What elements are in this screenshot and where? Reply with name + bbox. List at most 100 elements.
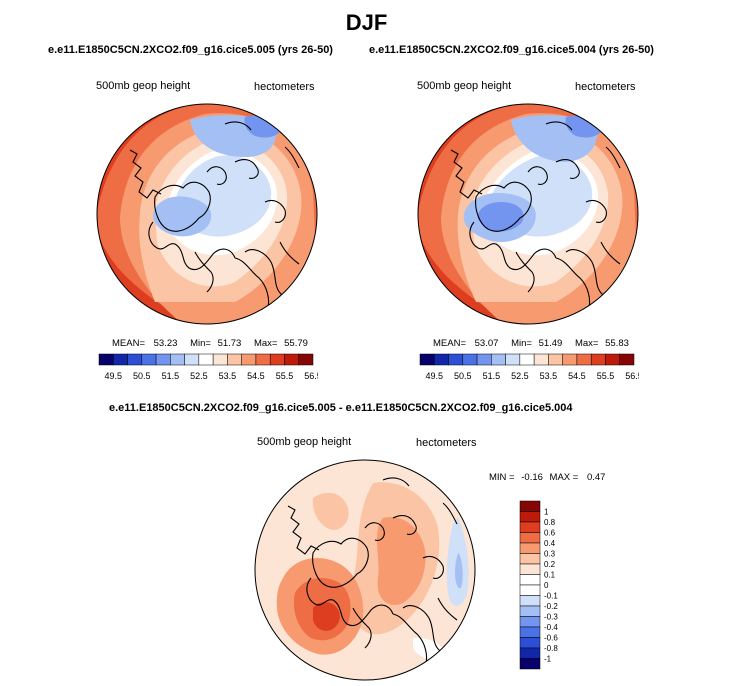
colorbar-tick-label: -1: [544, 655, 552, 664]
colorbar-swatch: [113, 353, 128, 366]
colorbar-swatch: [419, 353, 435, 366]
colorbar-tick-label: 49.5: [105, 371, 123, 381]
colorbar-tick-label: 0.8: [544, 518, 556, 527]
panel2-max-label: Max=: [574, 338, 599, 349]
colorbar-tick-label: 54.5: [568, 371, 586, 381]
panel3-max-value: 0.47: [586, 472, 606, 483]
colorbar-swatch: [170, 353, 185, 366]
colorbar-swatch: [212, 353, 228, 366]
colorbar-swatch: [127, 353, 143, 366]
colorbar-tick-label: 1: [544, 508, 549, 517]
panel3-units-label: hectometers: [416, 437, 477, 449]
colorbar-tick-label: 0.2: [544, 560, 556, 569]
colorbar-tick-label: 51.5: [162, 371, 180, 381]
panel1-min-value: 51.73: [217, 338, 242, 349]
colorbar-swatch: [155, 353, 171, 366]
panel2-subtitle: e.e11.E1850C5CN.2XCO2.f09_g16.cice5.004 …: [369, 44, 654, 56]
colorbar-tick-label: 55.5: [597, 371, 615, 381]
panel3-min-label: MIN =: [489, 472, 515, 483]
panel3-stats: MIN = -0.16 MAX = 0.47: [489, 472, 605, 483]
panel2-min-label: Min=: [511, 338, 532, 349]
panel1-polar-map: [96, 103, 318, 325]
colorbar-swatch: [519, 584, 541, 596]
colorbar-swatch: [519, 658, 541, 670]
panel3-subtitle: e.e11.E1850C5CN.2XCO2.f09_g16.cice5.005 …: [109, 402, 573, 414]
colorbar-swatch: [434, 353, 449, 366]
colorbar-tick-label: 0.1: [544, 571, 556, 580]
panel2-variable-label: 500mb geop height: [417, 80, 512, 92]
colorbar-swatch: [519, 500, 541, 512]
colorbar-tick-label: -0.6: [544, 634, 558, 643]
panel3-min-value: -0.16: [521, 472, 543, 483]
colorbar-tick-label: 49.5: [426, 371, 444, 381]
colorbar-swatch: [462, 353, 478, 366]
colorbar-swatch: [519, 605, 541, 617]
panel2-stats: MEAN= 53.07 Min= 51.49 Max= 55.83: [433, 338, 629, 349]
page-title: DJF: [345, 10, 388, 35]
colorbar-tick-label: 51.5: [483, 371, 501, 381]
colorbar-swatch: [519, 595, 541, 607]
colorbar-swatch: [491, 353, 506, 366]
colorbar-swatch: [269, 353, 285, 366]
colorbar-tick-label: 50.5: [133, 371, 151, 381]
panel3-variable-label: 500mb geop height: [257, 436, 352, 448]
panel2-min-value: 51.49: [538, 338, 563, 349]
colorbar-swatch: [298, 353, 314, 366]
colorbar-tick-label: 0: [544, 581, 549, 590]
panel2-polar-map: [417, 103, 639, 325]
panel1-units-label: hectometers: [254, 81, 315, 93]
colorbar-swatch: [519, 542, 541, 554]
colorbar-swatch: [519, 532, 541, 544]
panel1-subtitle: e.e11.E1850C5CN.2XCO2.f09_g16.cice5.005 …: [48, 44, 333, 56]
colorbar-swatch: [255, 353, 271, 366]
panel1-mean-value: 53.23: [153, 338, 178, 349]
colorbar-swatch: [519, 626, 541, 638]
colorbar-tick-label: 55.5: [276, 371, 294, 381]
panel2-max-value: 55.83: [605, 338, 629, 349]
colorbar-swatch: [590, 353, 606, 366]
colorbar-tick-label: 54.5: [247, 371, 265, 381]
colorbar-tick-label: 0.6: [544, 529, 556, 538]
colorbar-tick-label: 56.5: [304, 371, 318, 381]
colorbar-swatch: [284, 353, 299, 366]
colorbar-tick-label: -0.8: [544, 644, 558, 653]
colorbar-swatch: [519, 563, 541, 575]
colorbar-tick-label: 52.5: [190, 371, 208, 381]
colorbar-swatch: [562, 353, 578, 366]
colorbar-tick-label: 50.5: [454, 371, 472, 381]
colorbar-tick-label: 52.5: [511, 371, 529, 381]
colorbar-tick-label: -0.2: [544, 602, 558, 611]
colorbar-swatch: [505, 353, 521, 366]
panel1-max-value: 55.79: [284, 338, 308, 349]
colorbar-swatch: [241, 353, 257, 366]
colorbar-swatch: [141, 353, 157, 366]
panel3-polar-map: [254, 459, 476, 681]
panel1-stats: MEAN= 53.23 Min= 51.73 Max= 55.79: [112, 338, 308, 349]
colorbar-tick-label: 0.4: [544, 539, 556, 548]
colorbar-swatch: [519, 637, 541, 649]
colorbar-swatch: [98, 353, 114, 366]
colorbar-swatch: [476, 353, 492, 366]
colorbar-swatch: [548, 353, 563, 366]
colorbar-swatch: [533, 353, 549, 366]
panel1-colorbar: 49.5 50.5 51.5 52.5 53.5 54.5 55.5 56.5: [98, 353, 318, 381]
colorbar-swatch: [519, 521, 541, 533]
panel1-max-label: Max=: [253, 338, 278, 349]
colorbar-tick-label: 53.5: [219, 371, 237, 381]
colorbar-swatch: [519, 574, 541, 586]
colorbar-swatch: [448, 353, 464, 366]
colorbar-swatch: [227, 353, 242, 366]
colorbar-swatch: [184, 353, 200, 366]
panel3-colorbar: 10.8 0.60.4 0.30.2 0.10 -0.1-0.2 -0.3-0.4 -0.6…: [519, 500, 558, 670]
colorbar-swatch: [519, 511, 541, 523]
colorbar-swatch: [519, 353, 535, 366]
colorbar-swatch: [519, 647, 541, 659]
panel2-colorbar: 49.5 50.5 51.5 52.5 53.5 54.5 55.5 56.5: [419, 353, 639, 381]
colorbar-swatch: [198, 353, 214, 366]
panel1-min-label: Min=: [190, 338, 211, 349]
colorbar-swatch: [519, 616, 541, 628]
colorbar-tick-label: 53.5: [540, 371, 558, 381]
colorbar-swatch: [619, 353, 635, 366]
panel1-variable-label: 500mb geop height: [96, 80, 191, 92]
colorbar-tick-label: -0.4: [544, 623, 558, 632]
